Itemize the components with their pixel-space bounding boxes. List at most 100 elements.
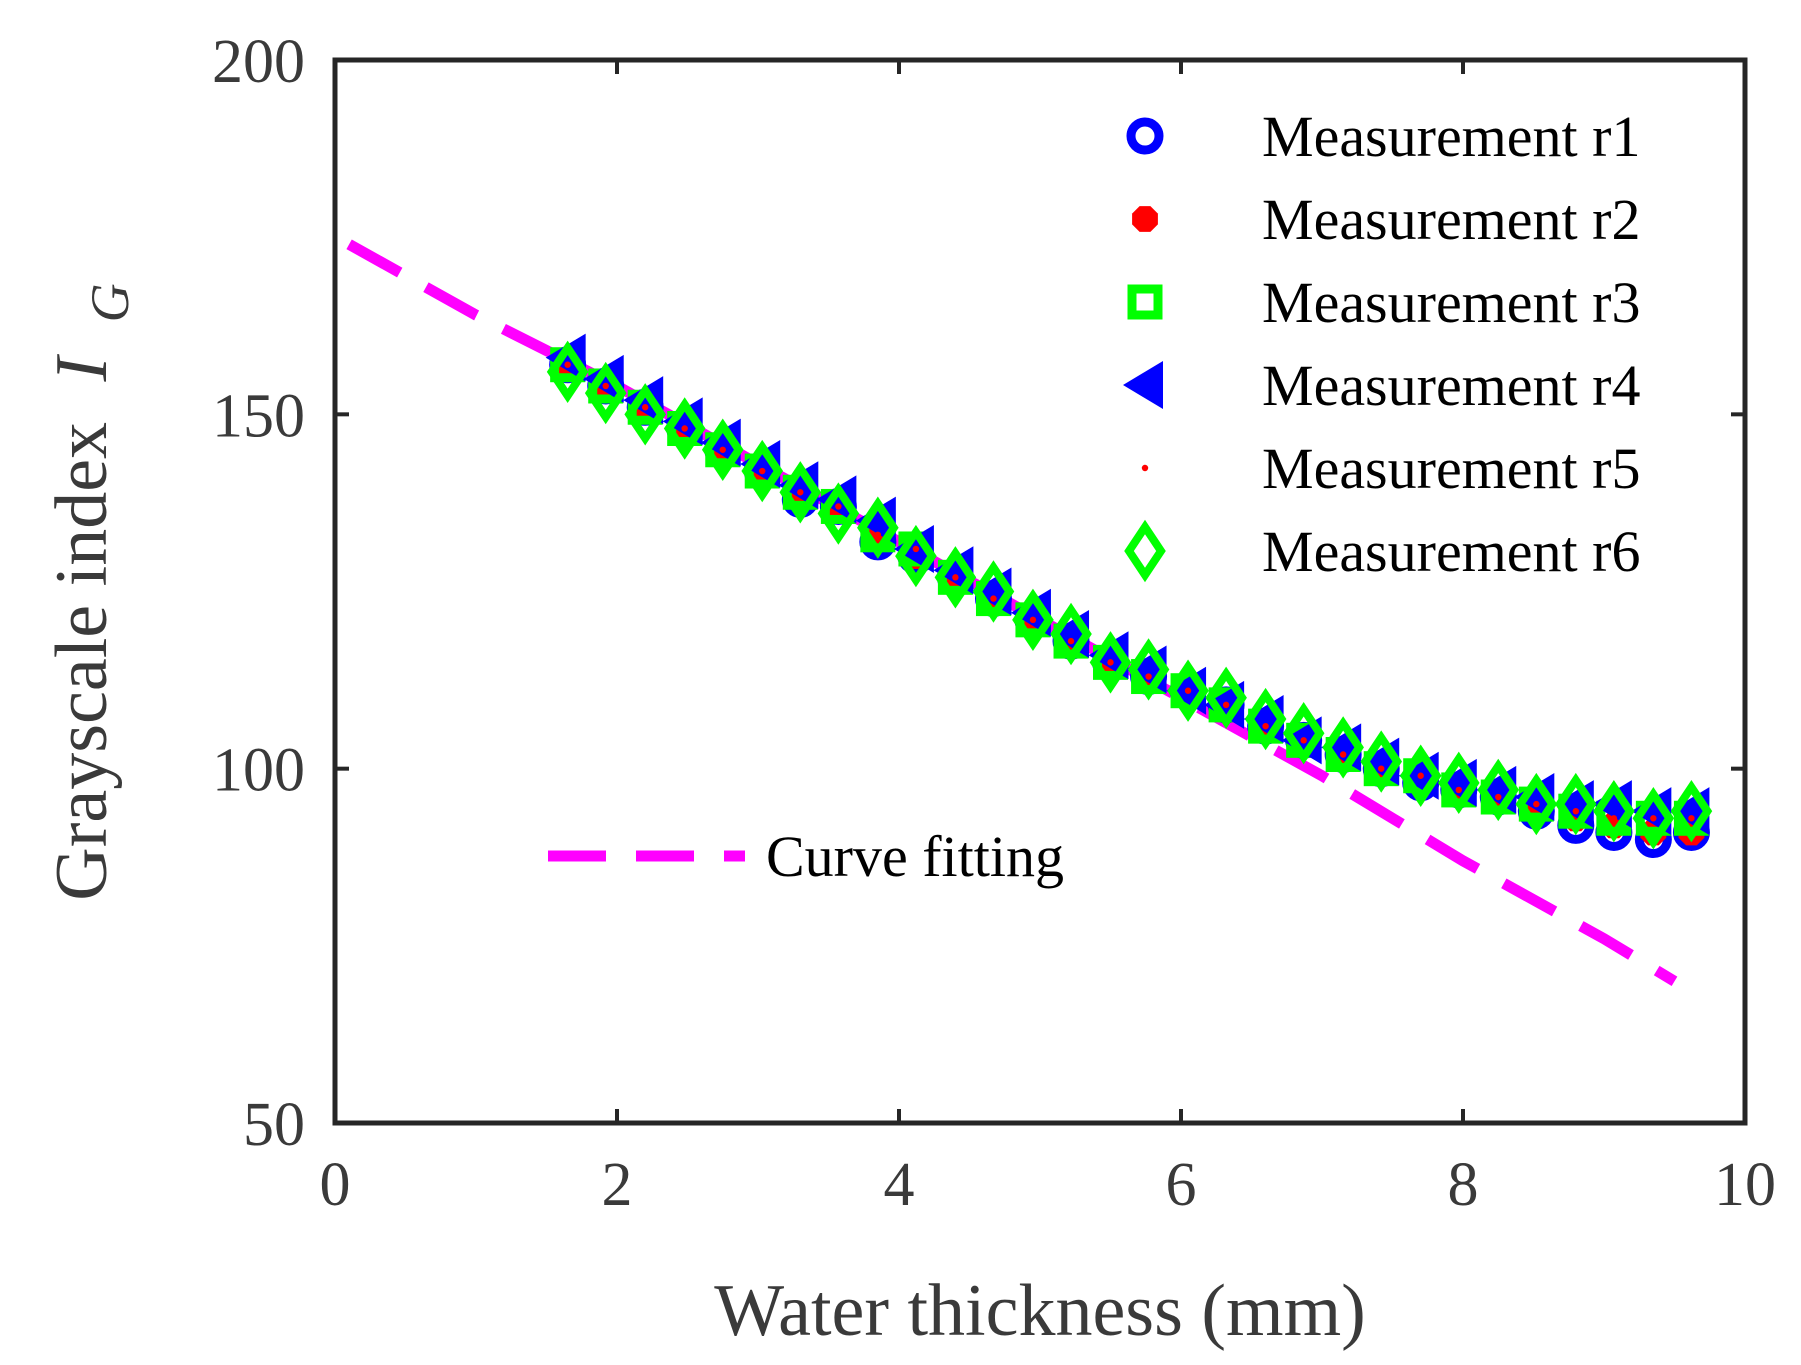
- legend-marker-r3: [1127, 284, 1163, 320]
- point-r5-27: [1572, 807, 1580, 815]
- point-r6-30: [1670, 779, 1713, 843]
- legend-label-r3: Measurement r3: [1262, 270, 1640, 335]
- y-tick-label: 50: [243, 1091, 305, 1159]
- x-axis-title: Water thickness (mm): [714, 1270, 1366, 1352]
- point-r5-14: [1067, 637, 1075, 645]
- point-r6-9: [857, 496, 899, 559]
- point-r6-21: [1322, 716, 1364, 779]
- point-r6-6: [741, 439, 784, 503]
- ticks-layer: 0 2 4 6 8 10 50 100 150 200: [212, 28, 1776, 1219]
- point-r6-24: [1437, 751, 1480, 815]
- legend-marker-r6: [1124, 519, 1166, 583]
- x-tick-label: 0: [320, 1151, 351, 1219]
- point-r5-17: [1184, 687, 1192, 694]
- fit-layer: [346, 239, 1678, 987]
- point-r5-19: [1262, 722, 1269, 730]
- point-r5-8: [835, 503, 842, 510]
- legend-marker-r4: [1123, 361, 1163, 409]
- legend-item-r1: Measurement r1: [1126, 104, 1640, 169]
- point-r6-10: [895, 524, 937, 588]
- point-r5-20: [1300, 737, 1307, 744]
- point-r5-3: [642, 404, 649, 411]
- point-r6-5: [701, 418, 744, 481]
- point-r6-1: [546, 340, 589, 404]
- legend-item-r6: Measurement r6: [1124, 519, 1640, 584]
- legend: Measurement r1 Measurement r2 Measurement …: [548, 104, 1640, 889]
- point-r5-13: [1029, 616, 1037, 624]
- point-r5-10: [912, 545, 920, 553]
- point-r5-29: [1650, 815, 1657, 822]
- point-r5-4: [681, 425, 688, 432]
- point-r6-27: [1554, 772, 1597, 836]
- y-axis-title-symbol: I: [41, 353, 123, 382]
- series-r5: [564, 361, 1695, 822]
- point-r5-21: [1339, 751, 1347, 758]
- x-tick-label: 2: [602, 1151, 633, 1219]
- point-r5-9: [874, 531, 882, 539]
- legend-marker-r5: [1141, 464, 1149, 472]
- point-r6-4: [663, 397, 706, 460]
- legend-label-fit: Curve fitting: [766, 824, 1064, 889]
- point-r6-8: [817, 482, 860, 545]
- plot-frame: [332, 57, 1748, 1126]
- fit-curve: [346, 239, 1678, 987]
- point-r6-17: [1167, 659, 1209, 722]
- legend-label-r2: Measurement r2: [1262, 187, 1640, 252]
- legend-label-r5: Measurement r5: [1262, 436, 1640, 501]
- x-tick-label: 4: [884, 1151, 915, 1219]
- point-r6-13: [1012, 588, 1054, 652]
- y-tick-label: 200: [212, 28, 305, 96]
- point-r6-12: [972, 560, 1015, 623]
- point-r5-18: [1222, 701, 1230, 709]
- point-r5-24: [1455, 786, 1462, 794]
- legend-item-r3: Measurement r3: [1127, 270, 1640, 335]
- legend-item-r5: Measurement r5: [1141, 436, 1640, 501]
- x-tick-label: 6: [1166, 1151, 1197, 1219]
- point-r5-12: [990, 595, 997, 602]
- point-r6-7: [779, 461, 822, 524]
- point-r5-2: [602, 382, 609, 390]
- y-axis-title: Grayscale index I G: [41, 283, 140, 900]
- point-r6-29: [1632, 787, 1675, 850]
- legend-item-r4: Measurement r4: [1123, 353, 1640, 418]
- points-layer: [545, 333, 1713, 859]
- point-r5-7: [797, 489, 804, 496]
- point-r6-14: [1050, 602, 1092, 666]
- point-r5-11: [952, 574, 959, 581]
- y-axis-title-main: Grayscale index: [41, 422, 123, 901]
- point-r6-3: [624, 383, 667, 446]
- point-r5-5: [719, 446, 726, 453]
- point-r5-6: [759, 467, 766, 475]
- legend-label-r1: Measurement r1: [1262, 104, 1640, 169]
- point-r6-15: [1089, 631, 1132, 694]
- y-axis-title-subscript: G: [80, 283, 140, 322]
- point-r6-22: [1360, 730, 1403, 793]
- point-r6-2: [584, 361, 627, 425]
- legend-marker-r2: [1132, 206, 1158, 232]
- point-r5-28: [1610, 815, 1618, 822]
- point-r5-1: [564, 361, 571, 368]
- legend-label-r4: Measurement r4: [1262, 353, 1640, 418]
- point-r5-26: [1533, 800, 1540, 808]
- series-r6: [546, 340, 1713, 850]
- point-r5-23: [1417, 772, 1424, 779]
- point-r6-16: [1127, 638, 1170, 701]
- point-r6-28: [1593, 779, 1635, 843]
- point-r6-23: [1399, 744, 1442, 807]
- point-r6-25: [1477, 758, 1520, 822]
- point-r5-15: [1107, 659, 1114, 666]
- point-r6-11: [934, 546, 977, 609]
- series-r3: [550, 347, 1709, 836]
- point-r6-20: [1282, 702, 1325, 765]
- legend-marker-r1: [1126, 117, 1164, 155]
- legend-item-fit: Curve fitting: [548, 824, 1064, 889]
- point-r5-22: [1378, 765, 1385, 772]
- y-tick-label: 150: [212, 382, 305, 450]
- point-r6-18: [1205, 666, 1247, 730]
- point-r5-30: [1688, 815, 1695, 822]
- x-tick-label: 8: [1448, 1151, 1479, 1219]
- point-r6-19: [1244, 687, 1287, 751]
- legend-item-r2: Measurement r2: [1132, 187, 1640, 252]
